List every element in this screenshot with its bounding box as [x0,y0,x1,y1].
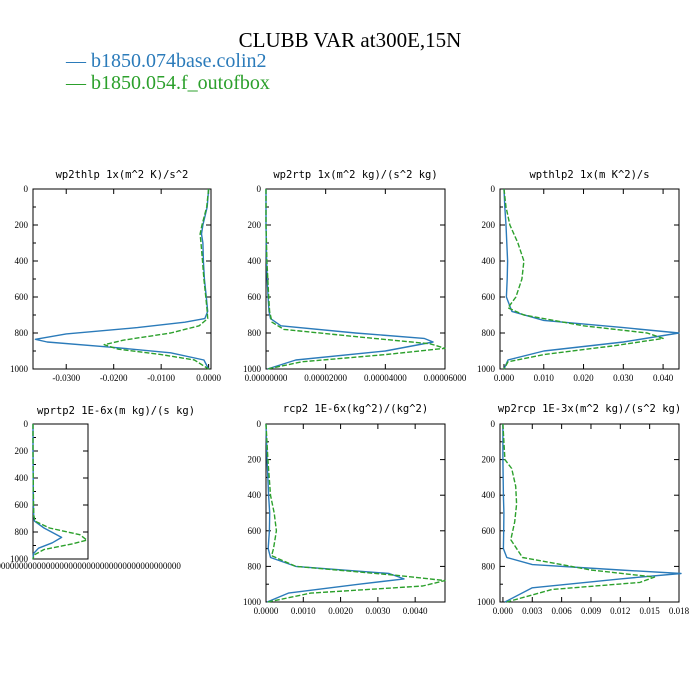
panel-title-4: rcp2 1E-6x(kg^2)/(kg^2) [283,403,428,415]
series-line-5-0 [502,424,682,603]
xtick-label-4-2: 0.0020 [328,606,353,616]
xtick-label-5-6: 0.018 [669,606,690,616]
ytick-label-2-0: 0 [491,184,496,194]
panel-title-5: wp2rcp 1E-3x(m^2 kg)/(s^2 kg) [498,403,681,415]
xtick-label-1-1: 0.00002000 [304,373,347,383]
series-line-1-1 [265,189,446,370]
ytick-label-4-3: 600 [248,526,262,536]
panel-title-3: wprtp2 1E-6x(m kg)/(s kg) [37,405,195,417]
ytick-label-0-5: 1000 [10,364,29,374]
panel-frame-4 [265,423,446,603]
ytick-label-0-0: 0 [24,184,29,194]
ytick-label-5-3: 600 [482,526,496,536]
xtick-label-4-1: 0.0010 [291,606,316,616]
xtick-label-1-3: 0.00006000 [424,373,467,383]
ytick-label-2-4: 800 [482,328,496,338]
legend-entry-colin2: — b1850.074base.colin2 [66,50,267,73]
ytick-label-3-1: 200 [15,446,29,456]
xtick-label-1-0: 0.00000000 [245,373,288,383]
panel-2: wpthlp2 1x(m K^2)/s 0 200 400 600 800 10000.00… [477,169,680,383]
ytick-label-3-2: 400 [15,473,29,483]
panel-3: wprtp2 1E-6x(m kg)/(s kg) 0 200 400 600 800 10… [0,405,195,571]
ytick-label-1-3: 600 [248,292,262,302]
panel-frame-2 [499,188,680,370]
xtick-label-5-4: 0.012 [610,606,630,616]
ytick-label-5-0: 0 [491,419,496,429]
series-line-0-1 [103,188,210,370]
series-line-1-0 [265,189,434,370]
xtick-label-4-4: 0.0040 [403,606,428,616]
ytick-label-1-2: 400 [248,256,262,266]
panel-title-2: wpthlp2 1x(m K^2)/s [529,169,649,181]
xtick-label-5-0: 0.000 [493,606,514,616]
ytick-label-3-5: 1000 [10,554,29,564]
ytick-label-4-0: 0 [257,419,262,429]
xtick-label-2-1: 0.010 [534,373,555,383]
ytick-label-4-2: 400 [248,490,262,500]
ytick-label-3-0: 0 [24,419,29,429]
series-line-4-0 [265,423,405,603]
ytick-label-0-2: 400 [15,256,29,266]
xtick-label-5-2: 0.006 [551,606,572,616]
xtick-label-2-3: 0.030 [613,373,634,383]
panel-5: wp2rcp 1E-3x(m^2 kg)/(s^2 kg)0 200 400 600 8… [477,403,690,616]
xtick-label-1-2: 0.00004000 [364,373,407,383]
ytick-label-1-4: 800 [248,328,262,338]
ytick-label-2-1: 200 [482,220,496,230]
ytick-label-3-3: 600 [15,500,29,510]
panel-title-0: wp2thlp 1x(m^2 K)/s^2 [56,169,189,181]
ytick-label-5-4: 800 [482,561,496,571]
ytick-label-5-1: 200 [482,455,496,465]
ytick-label-1-5: 1000 [243,364,262,374]
legend-label-colin2: b1850.074base.colin2 [91,50,267,72]
ytick-label-0-1: 200 [15,220,29,230]
panel-title-1: wp2rtp 1x(m^2 kg)/(s^2 kg) [273,169,437,181]
ytick-label-5-2: 400 [482,490,496,500]
legend-swatch-outofbox: — [66,72,91,94]
ytick-label-4-5: 1000 [243,597,262,607]
ytick-label-5-5: 1000 [477,597,496,607]
ytick-label-1-0: 0 [257,184,262,194]
xtick-label-0-3: 0.0000 [196,373,221,383]
panel-0: wp2thlp 1x(m^2 K)/s^2 0 200 400 600 800 1000 -0… [10,169,222,383]
xtick-label-2-0: 0.000 [494,373,515,383]
series-line-2-0 [503,188,680,370]
legend-swatch-colin2: — [66,50,91,72]
xtick-label-5-3: 0.009 [581,606,602,616]
xtick-label-0-2: -0.0100 [147,373,175,383]
ytick-label-2-5: 1000 [477,364,496,374]
page-title: CLUBB VAR at300E,15N [238,28,462,52]
panel-1: wp2rtp 1x(m^2 kg)/(s^2 kg) 0 200 400 600 800 1… [243,169,467,383]
ytick-label-0-4: 800 [15,328,29,338]
series-line-2-1 [503,188,664,370]
xtick-label-0-1: -0.0200 [100,373,128,383]
ytick-label-2-2: 400 [482,256,496,266]
xtick-label-4-0: 0.0000 [254,606,279,616]
xtick-label-3-0: 0.00000000000000000000000000000000000000… [0,561,181,571]
series-line-3-1 [32,424,88,560]
xtick-label-4-3: 0.0030 [366,606,391,616]
legend-entry-outofbox: — b1850.054.f_outofbox [66,72,270,95]
ytick-label-3-4: 800 [15,527,29,537]
ytick-label-2-3: 600 [482,292,496,302]
xtick-label-2-4: 0.040 [653,373,674,383]
ytick-label-1-1: 200 [248,220,262,230]
ytick-label-0-3: 600 [15,292,29,302]
series-line-0-0 [34,188,210,370]
panel-4: rcp2 1E-6x(kg^2)/(kg^2) 0 200 400 600 800 1000… [243,403,446,616]
series-line-5-1 [502,423,656,603]
series-line-3-0 [32,424,63,560]
xtick-label-5-5: 0.015 [640,606,661,616]
ytick-label-4-1: 200 [248,455,262,465]
panel-frame-5 [499,423,680,603]
legend-label-outofbox: b1850.054.f_outofbox [91,72,270,94]
xtick-label-2-2: 0.020 [573,373,594,383]
xtick-label-0-0: -0.0300 [52,373,80,383]
panel-frame-0 [32,188,212,370]
ytick-label-4-4: 800 [248,561,262,571]
series-line-4-1 [265,423,446,603]
xtick-label-5-1: 0.003 [522,606,543,616]
